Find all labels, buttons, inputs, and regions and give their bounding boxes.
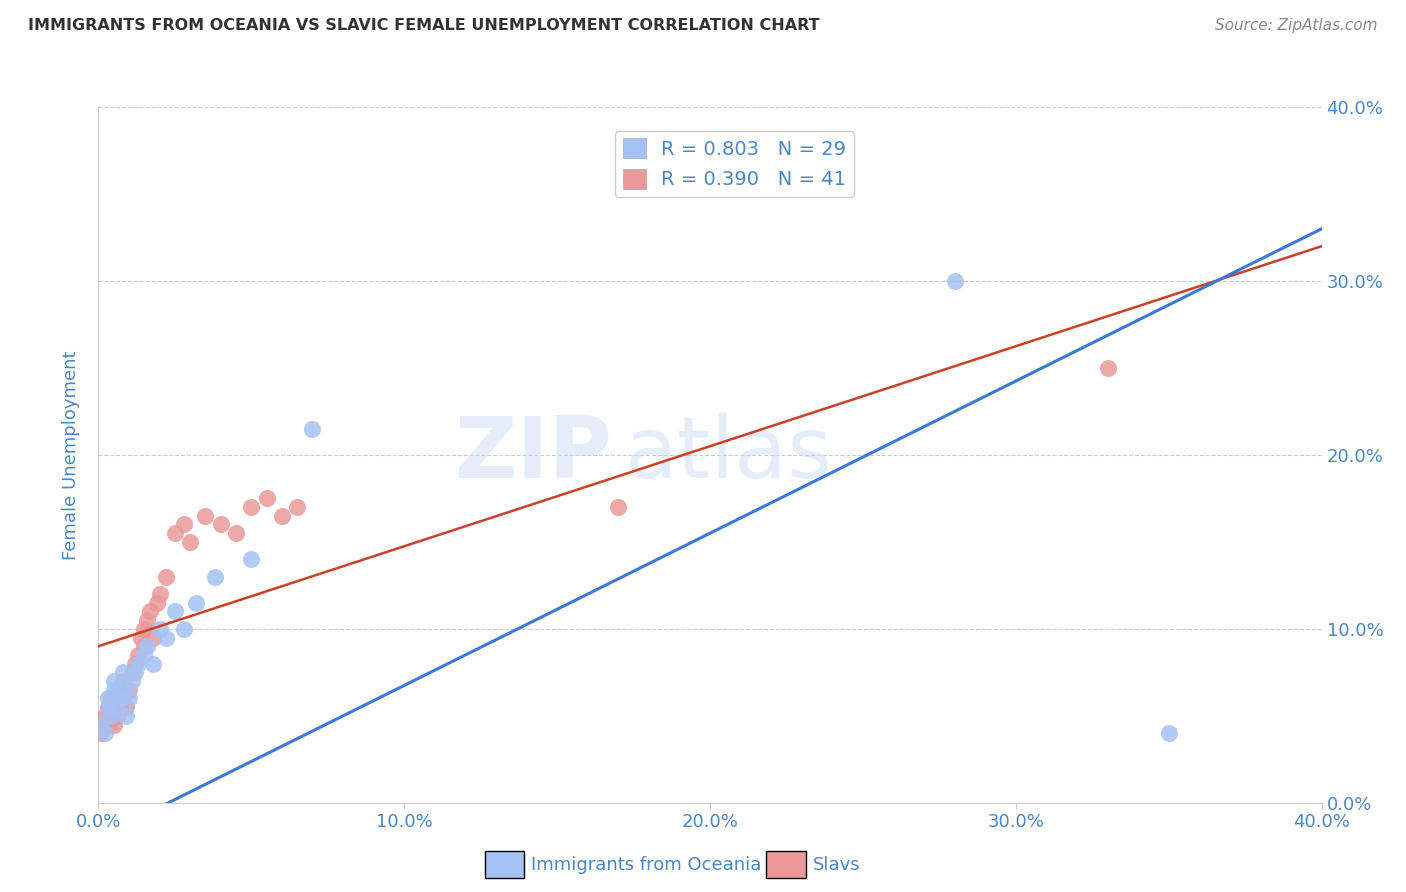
Point (134, 639, 156, 653)
Point (103, 682, 125, 697)
Point (100, 691, 122, 706)
Point (149, 587, 172, 601)
Point (149, 622, 172, 636)
Point (124, 665, 146, 680)
Text: Immigrants from Oceania: Immigrants from Oceania (531, 856, 762, 874)
Point (173, 622, 195, 636)
Point (111, 682, 134, 697)
Point (142, 657, 165, 671)
Point (240, 552, 263, 566)
Point (108, 700, 131, 714)
Point (270, 508, 292, 523)
Point (256, 491, 278, 506)
Point (129, 631, 152, 645)
Point (108, 682, 131, 697)
Point (105, 700, 128, 714)
Point (118, 691, 141, 706)
Point (301, 422, 323, 436)
Text: atlas: atlas (624, 413, 832, 497)
Point (1097, 360, 1119, 375)
Point (186, 596, 208, 610)
Point (108, 691, 131, 706)
Point (93, 717, 115, 731)
Point (90, 726, 112, 740)
Point (100, 708, 122, 723)
Point (103, 717, 125, 731)
Point (155, 570, 177, 584)
Text: Slavs: Slavs (813, 856, 860, 874)
Point (111, 691, 134, 706)
Point (103, 700, 125, 714)
Point (943, 274, 966, 288)
Point (136, 639, 159, 653)
Point (115, 700, 138, 714)
Point (111, 674, 134, 689)
Point (285, 500, 308, 514)
Point (145, 596, 167, 610)
Point (105, 708, 128, 723)
Text: Source: ZipAtlas.com: Source: ZipAtlas.com (1215, 18, 1378, 33)
Point (134, 648, 156, 662)
Y-axis label: Female Unemployment: Female Unemployment (62, 351, 80, 559)
Point (105, 691, 128, 706)
Point (97, 700, 120, 714)
Point (97, 691, 120, 706)
Text: ZIP: ZIP (454, 413, 612, 497)
Point (607, 500, 630, 514)
Point (136, 613, 159, 627)
Point (163, 526, 186, 541)
Point (121, 674, 143, 689)
Point (1157, 726, 1180, 740)
Point (134, 622, 156, 636)
Point (118, 682, 141, 697)
Text: IMMIGRANTS FROM OCEANIA VS SLAVIC FEMALE UNEMPLOYMENT CORRELATION CHART: IMMIGRANTS FROM OCEANIA VS SLAVIC FEMALE… (28, 18, 820, 33)
Point (155, 631, 177, 645)
Point (93, 726, 115, 740)
Point (97, 700, 120, 714)
Point (139, 605, 162, 619)
Point (194, 508, 217, 523)
Point (103, 674, 125, 689)
Point (115, 708, 138, 723)
Point (111, 665, 134, 680)
Point (93, 708, 115, 723)
Point (142, 631, 165, 645)
Legend: R = 0.803   N = 29, R = 0.390   N = 41: R = 0.803 N = 29, R = 0.390 N = 41 (614, 130, 855, 197)
Point (179, 534, 201, 549)
Point (240, 500, 263, 514)
Point (124, 657, 146, 671)
Point (225, 526, 247, 541)
Point (209, 517, 232, 532)
Point (90, 717, 112, 731)
Point (121, 665, 143, 680)
Point (127, 648, 149, 662)
Point (97, 717, 120, 731)
Point (204, 570, 226, 584)
Point (173, 517, 195, 532)
Point (100, 708, 122, 723)
Point (163, 605, 186, 619)
Point (127, 657, 149, 671)
